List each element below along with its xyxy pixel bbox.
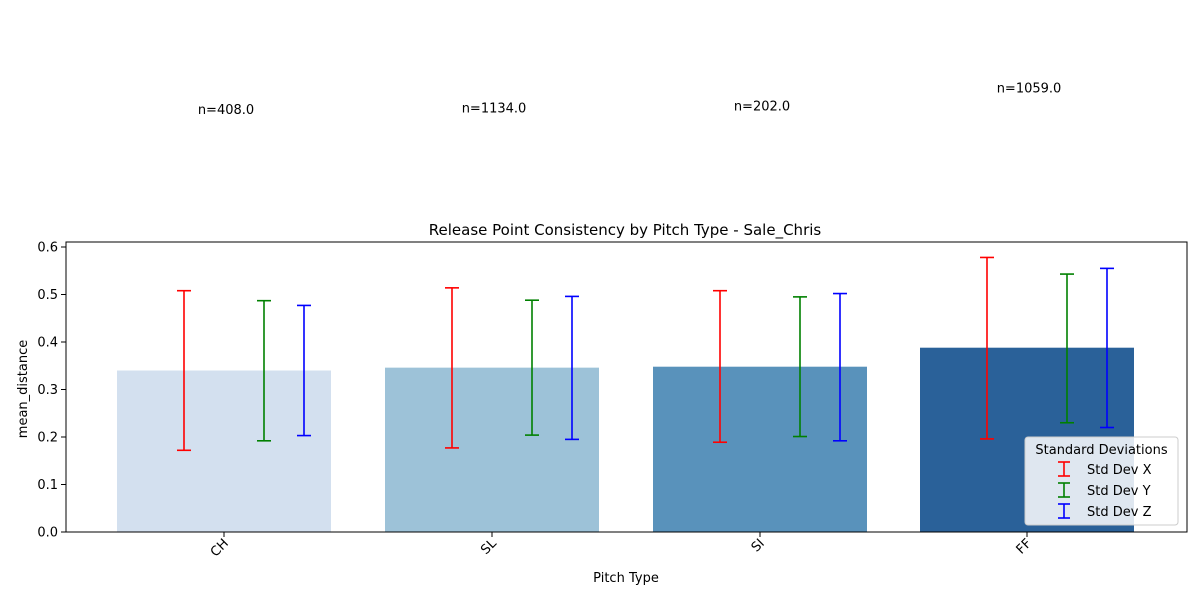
count-label-sl: n=1134.0 — [462, 101, 527, 116]
legend-label-std-dev-z: Std Dev Z — [1087, 505, 1152, 520]
legend-marker-std-dev-y — [1058, 482, 1070, 498]
error-bar-std-dev-x-ch — [177, 289, 191, 452]
count-labels-layer: n=408.0 n=1134.0 n=202.0 n=1059.0 — [198, 81, 1061, 118]
y-tick-label: 0.4 — [37, 336, 58, 351]
error-bar-std-dev-x-ff — [980, 256, 994, 440]
error-bar-std-dev-x-si — [713, 289, 727, 444]
error-bar-std-dev-z-ch — [297, 304, 311, 437]
y-tick-label: 0.0 — [37, 526, 58, 541]
y-tick-label: 0.3 — [37, 383, 58, 398]
plot-frame — [65, 241, 1188, 533]
chart-title: Release Point Consistency by Pitch Type … — [429, 221, 822, 240]
bar-ch — [117, 370, 331, 532]
legend-title: Standard Deviations — [1035, 443, 1167, 458]
legend: Standard Deviations Std Dev X Std Dev Y Std… — [1024, 436, 1179, 526]
y-axis-label: mean_distance — [16, 340, 31, 438]
error-bar-std-dev-y-sl — [525, 299, 539, 436]
y-tick-label: 0.2 — [37, 431, 58, 446]
legend-marker-std-dev-z — [1058, 503, 1070, 519]
y-tick-label: 0.6 — [37, 241, 58, 256]
count-label-si: n=202.0 — [734, 99, 790, 114]
x-axis-label: Pitch Type — [593, 571, 659, 586]
bar-sl — [385, 367, 599, 532]
error-bar-std-dev-x-sl — [445, 287, 459, 449]
legend-label-std-dev-x: Std Dev X — [1087, 463, 1152, 478]
legend-box — [1024, 436, 1179, 526]
error-bar-std-dev-z-ff — [1100, 267, 1114, 429]
error-bar-std-dev-y-ff — [1060, 273, 1074, 424]
error-bar-std-dev-z-si — [833, 292, 847, 442]
error-bar-std-dev-z-sl — [565, 295, 579, 441]
error-bar-std-dev-y-ch — [257, 299, 271, 442]
legend-marker-std-dev-x — [1058, 461, 1070, 477]
count-label-ff: n=1059.0 — [997, 81, 1062, 96]
error-bar-std-dev-y-si — [793, 296, 807, 438]
error-bars-layer — [177, 256, 1114, 452]
y-tick-label: 0.1 — [37, 478, 58, 493]
count-label-ch: n=408.0 — [198, 103, 254, 118]
y-tick-label: 0.5 — [37, 288, 58, 303]
legend-label-std-dev-y: Std Dev Y — [1087, 484, 1151, 499]
bar-si — [653, 366, 867, 532]
